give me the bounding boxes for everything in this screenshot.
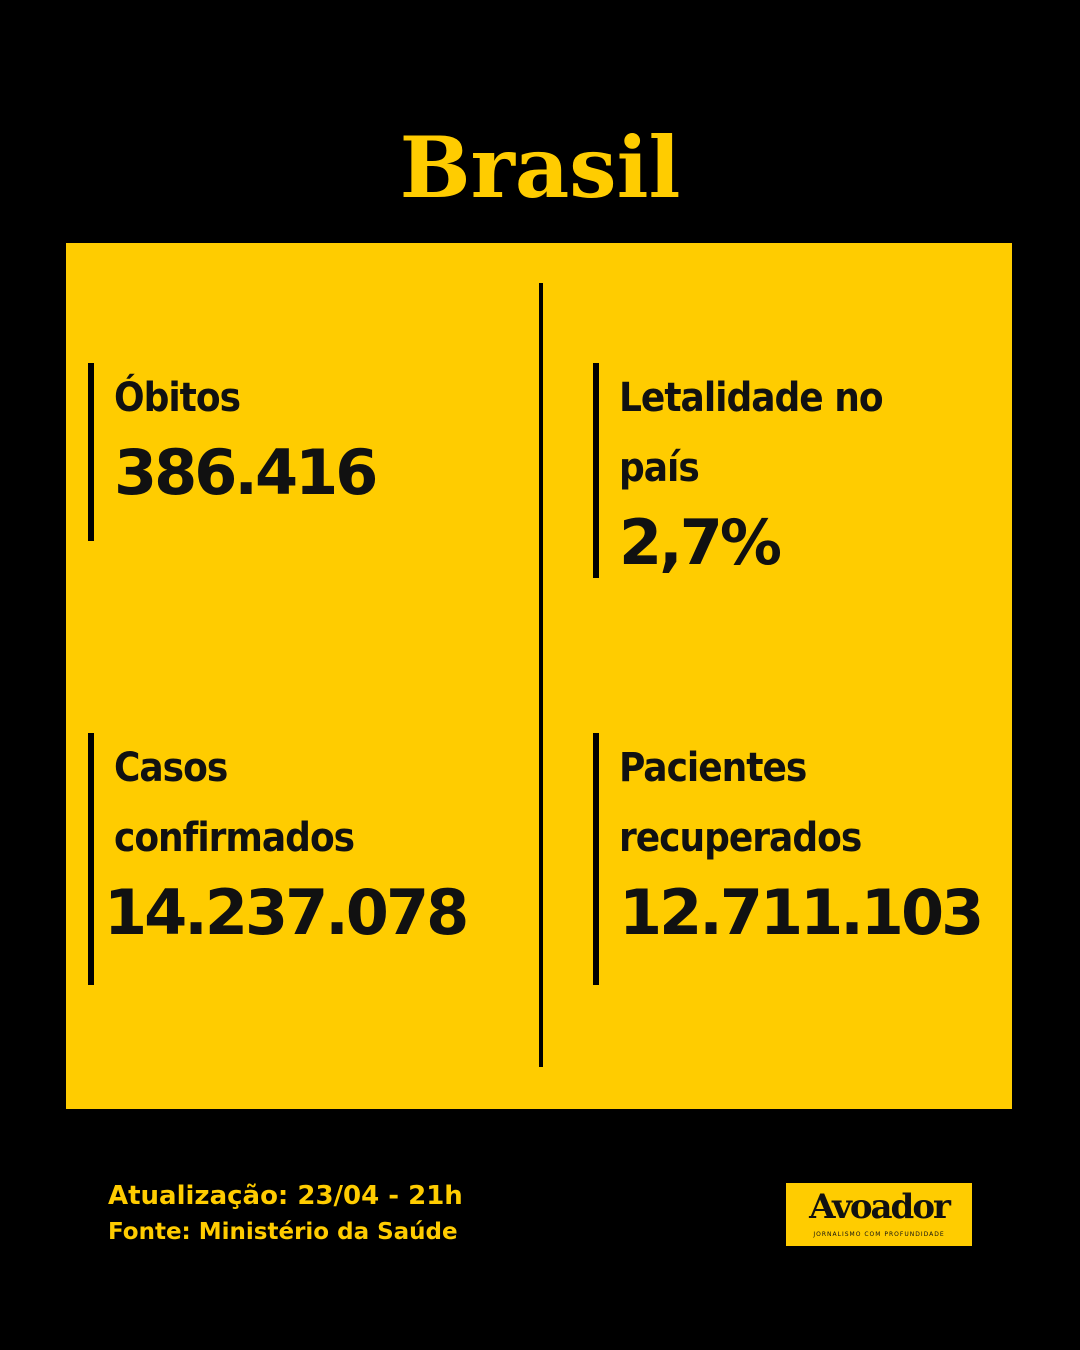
stat-value: 12.711.103	[619, 876, 984, 949]
stat: Letalidade no país 2,7%	[593, 363, 949, 579]
stat: Óbitos 386.416	[88, 363, 484, 541]
stats-panel: Óbitos 386.416 Letalidade no país 2,7% C…	[66, 243, 1012, 1109]
stat-label: Pacientes recuperados	[619, 745, 862, 861]
divider	[539, 283, 543, 1067]
stat-value: 14.237.078	[104, 876, 469, 949]
stat: Casos confirmados 14.237.078	[88, 733, 484, 985]
title: Brasil	[399, 118, 681, 217]
source-note: Fonte: Ministério da Saúde	[108, 1219, 458, 1245]
stat-value: 2,7%	[619, 506, 782, 579]
logo: Avoador JORNALISMO COM PROFUNDIDADE	[786, 1183, 972, 1246]
stat: Pacientes recuperados 12.711.103	[593, 733, 989, 985]
update-note: Atualização: 23/04 - 21h	[108, 1181, 463, 1211]
stat-label: Casos confirmados	[114, 745, 355, 861]
stat-value: 386.416	[114, 436, 378, 509]
stat-label: Letalidade no país	[619, 375, 884, 491]
stat-label: Óbitos	[114, 375, 241, 421]
logo-tagline: JORNALISMO COM PROFUNDIDADE	[813, 1231, 945, 1238]
logo-name: Avoador	[809, 1187, 951, 1227]
footer: Atualização: 23/04 - 21h Fonte: Ministér…	[108, 1178, 463, 1250]
